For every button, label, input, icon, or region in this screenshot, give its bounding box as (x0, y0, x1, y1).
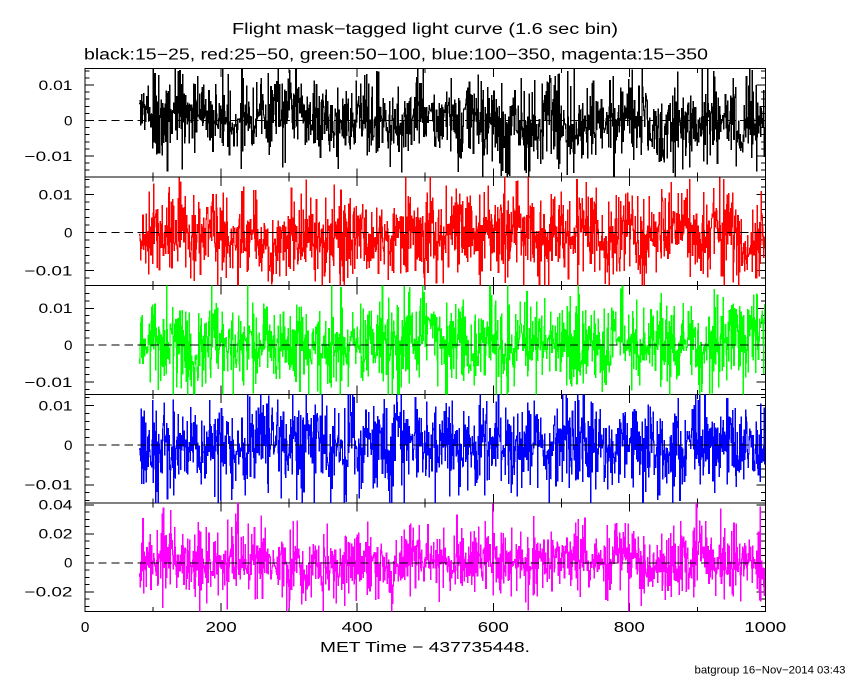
svg-text:0: 0 (64, 338, 73, 353)
svg-text:1000: 1000 (744, 619, 786, 636)
svg-text:−0.02: −0.02 (25, 585, 73, 600)
svg-text:−0.01: −0.01 (25, 263, 73, 278)
svg-text:200: 200 (206, 619, 237, 636)
svg-text:batgroup 16−Nov−2014 03:43: batgroup 16−Nov−2014 03:43 (695, 665, 846, 677)
svg-text:0: 0 (64, 438, 73, 453)
svg-text:0.01: 0.01 (39, 187, 73, 202)
svg-text:0.04: 0.04 (39, 498, 74, 513)
svg-text:−0.01: −0.01 (25, 375, 73, 390)
svg-text:0.01: 0.01 (39, 398, 73, 413)
svg-text:0.02: 0.02 (39, 527, 73, 542)
svg-text:400: 400 (342, 619, 373, 636)
svg-text:0.01: 0.01 (39, 78, 73, 93)
svg-text:black:15−25, red:25−50, green:: black:15−25, red:25−50, green:50−100, bl… (84, 47, 708, 64)
svg-text:Flight mask−tagged light curve: Flight mask−tagged light curve (1.6 sec … (232, 21, 618, 38)
svg-text:600: 600 (478, 619, 509, 636)
svg-text:MET Time − 437735448.: MET Time − 437735448. (320, 639, 530, 656)
svg-text:−0.01: −0.01 (25, 149, 73, 164)
svg-text:−0.01: −0.01 (25, 478, 73, 493)
svg-text:0.01: 0.01 (39, 301, 73, 316)
svg-text:0: 0 (64, 225, 73, 240)
svg-text:0: 0 (64, 113, 73, 128)
svg-text:0: 0 (64, 556, 73, 571)
svg-text:0: 0 (81, 619, 90, 636)
svg-text:800: 800 (614, 619, 645, 636)
